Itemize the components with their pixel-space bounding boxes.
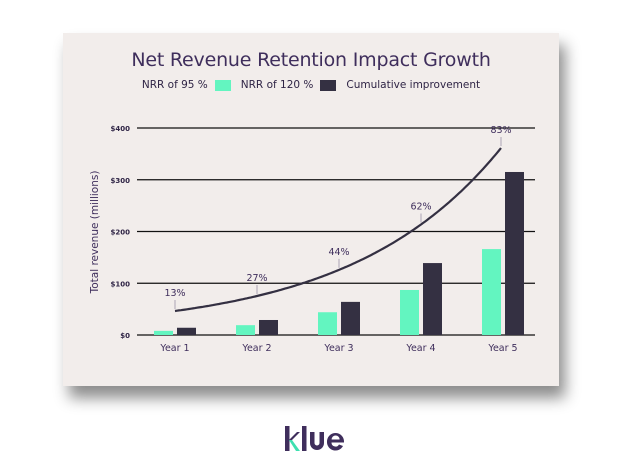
chart-card: Net Revenue Retention Impact Growth NRR … [63, 33, 559, 386]
legend-label-cumulative: Cumulative improvement [346, 79, 481, 91]
bar-nrr-95 [318, 312, 337, 335]
x-tick-label: Year 3 [323, 343, 353, 354]
data-label-cumulative: 27% [246, 273, 267, 284]
bar-nrr-120 [505, 171, 524, 335]
data-label-cumulative: 62% [410, 201, 431, 212]
chart-legend: NRR of 95 % NRR of 120 % Cumulative impr… [63, 79, 559, 91]
legend-swatch-nrr-120 [320, 79, 337, 91]
bar-nrr-95 [400, 289, 419, 335]
bar-nrr-120 [177, 327, 196, 335]
x-tick-label: Year 1 [159, 343, 189, 354]
y-axis-label: Total revenue (millions) [89, 171, 101, 295]
x-tick-label: Year 5 [487, 343, 517, 354]
y-tick-label: $300 [111, 177, 131, 185]
klue-logo [285, 426, 344, 451]
bar-nrr-95 [236, 325, 255, 335]
x-tick-label: Year 4 [405, 343, 435, 354]
legend-label-nrr-95: NRR of 95 % [141, 79, 208, 91]
chart-title: Net Revenue Retention Impact Growth [131, 49, 491, 71]
bar-nrr-120 [341, 301, 360, 335]
cumulative-improvement-line [174, 147, 502, 313]
data-label-cumulative: 44% [328, 247, 349, 258]
y-tick-label: $200 [111, 229, 131, 237]
bar-nrr-120 [423, 263, 442, 335]
legend-swatch-nrr-95 [214, 79, 231, 91]
x-tick-label: Year 2 [241, 343, 271, 354]
data-label-cumulative: 83% [490, 125, 511, 136]
data-label-cumulative: 13% [164, 288, 185, 299]
y-tick-label: $100 [111, 280, 131, 288]
legend-label-nrr-120: NRR of 120 % [240, 79, 314, 91]
bar-nrr-120 [259, 319, 278, 335]
bar-nrr-95 [154, 330, 173, 335]
y-tick-label: $0 [120, 332, 130, 340]
y-tick-label: $400 [111, 125, 131, 133]
bar-nrr-95 [482, 249, 501, 335]
